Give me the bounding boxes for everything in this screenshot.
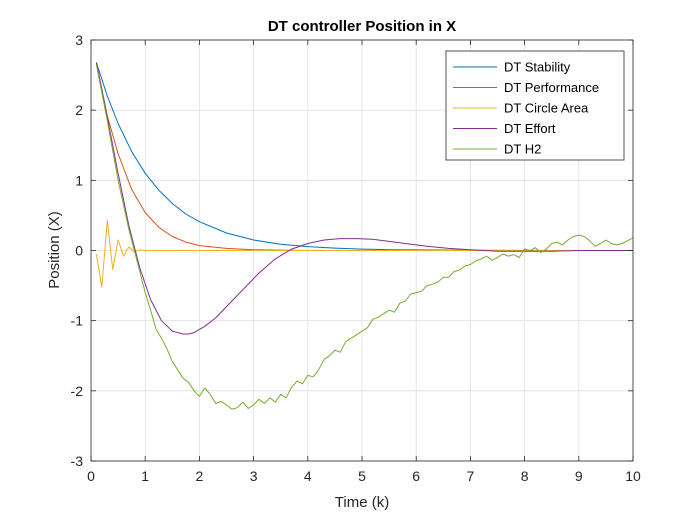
ticks	[90, 39, 634, 462]
y-axis-label: Position (X)	[46, 211, 63, 289]
series-line-5	[95, 64, 634, 410]
chart-title: DT controller Position in X	[268, 18, 456, 35]
x-tick-label: 2	[196, 468, 204, 484]
legend-items: DT Stability DT Performance DT Circle Area…	[453, 60, 599, 157]
x-axis-label: Time (k)	[335, 494, 389, 511]
legend-label: DT Circle Area	[504, 101, 589, 116]
legend-label: DT Effort	[504, 121, 556, 136]
x-tick-label: 5	[358, 468, 366, 484]
series-line-3	[95, 219, 633, 288]
x-tick-label: 3	[250, 468, 258, 484]
legend: DT Stability DT Performance DT Circle Area…	[445, 50, 625, 161]
legend-label: DT Stability	[504, 60, 571, 75]
y-tick-label: -1	[71, 313, 84, 329]
y-tick-label: 3	[75, 32, 83, 48]
series-layer	[95, 62, 634, 410]
y-tick-labels: 3 2 1 0 -1 -2 -3	[71, 32, 84, 469]
series-line-4	[95, 62, 633, 335]
legend-label: DT H2	[504, 142, 541, 157]
legend-label: DT Performance	[504, 80, 599, 95]
x-tick-label: 4	[304, 468, 312, 484]
x-tick-label: 1	[141, 468, 149, 484]
y-tick-label: -2	[71, 383, 84, 399]
y-tick-label: 1	[75, 172, 83, 188]
x-tick-label: 7	[467, 468, 475, 484]
x-tick-label: 6	[412, 468, 420, 484]
y-tick-label: 0	[75, 243, 83, 259]
legend-box	[445, 50, 625, 161]
x-tick-label: 8	[521, 468, 529, 484]
x-tick-label: 0	[87, 468, 95, 484]
y-tick-label: -3	[71, 453, 84, 469]
x-tick-labels: 0 1 2 3 4 5 6 7 8 9 10	[87, 468, 641, 484]
x-tick-label: 9	[575, 468, 583, 484]
y-tick-label: 2	[75, 102, 83, 118]
x-tick-label: 10	[625, 468, 641, 484]
